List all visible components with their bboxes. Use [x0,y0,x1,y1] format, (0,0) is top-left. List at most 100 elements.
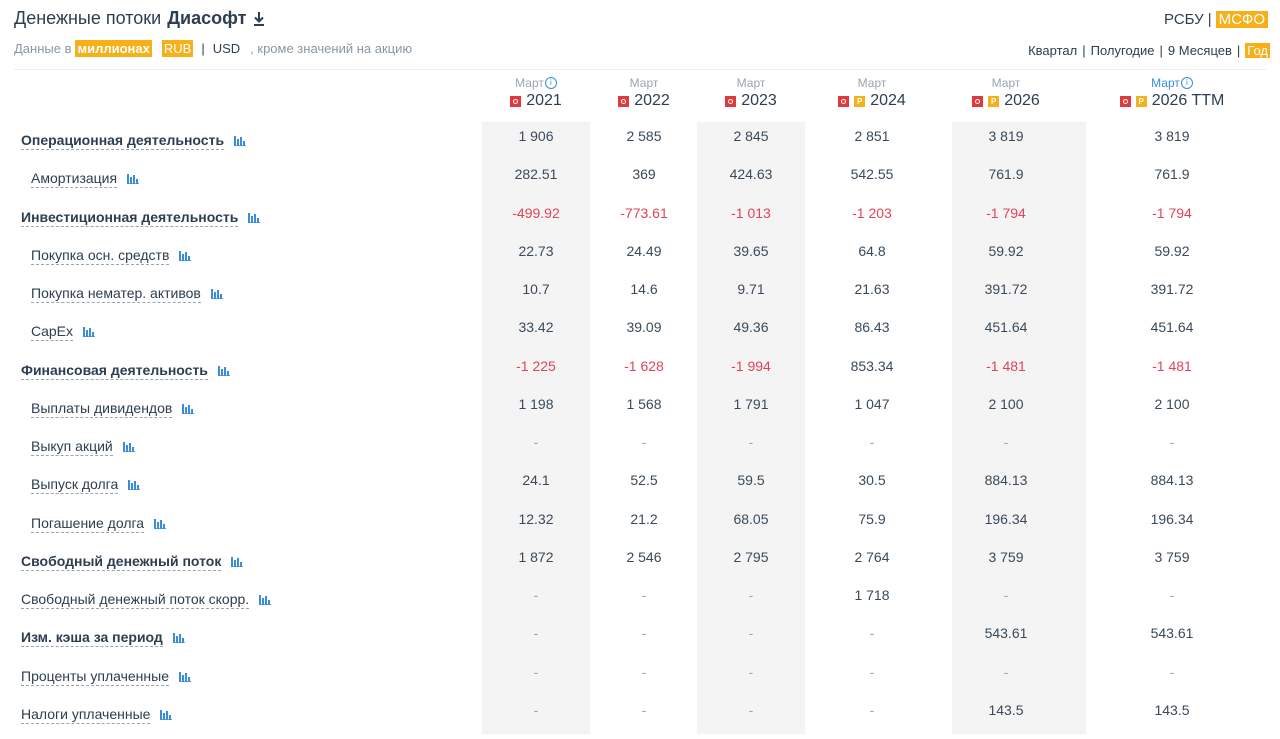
period-separator: | [1082,43,1086,58]
pdf-report-icon[interactable] [1119,95,1131,107]
presentation-icon[interactable]: P [988,95,1000,107]
column-year-label[interactable]: 2024 [870,92,906,109]
period-quarter-button[interactable]: Квартал [1028,43,1078,58]
table-cell: - [869,625,875,642]
units-line: Данные в миллионах RUB | USD , кроме зна… [14,40,412,57]
bar-chart-icon[interactable] [234,136,247,146]
pdf-report-icon[interactable] [618,95,630,107]
bar-chart-icon[interactable] [83,327,96,338]
bar-chart-icon[interactable] [182,403,195,414]
column-year: P 2024 [805,92,939,110]
currency-usd-button[interactable]: USD [212,41,241,56]
table-row: Операционная деятельность 1 906 2 585 2 845… [0,122,1280,160]
column-month: Март [590,76,698,90]
column-header: Март i P 2026 TTM [1075,76,1269,110]
period-9months-button[interactable]: 9 Месяцев [1167,43,1232,58]
bar-chart-icon[interactable] [160,709,173,720]
row-label-text[interactable]: Налоги уплаченные [21,705,151,724]
column-year-label[interactable]: 2026 [1004,92,1040,109]
table-cell: - [748,625,754,642]
column-year-label[interactable]: 2026 TTM [1151,92,1225,109]
row-label-text[interactable]: Свободный денежный поток [21,552,222,571]
column-year: 2023 [697,92,805,110]
row-label-text[interactable]: Операционная деятельность [21,132,225,150]
row-label: Свободный денежный поток скорр. [21,581,272,619]
row-label-text[interactable]: Финансовая деятельность [21,361,208,380]
bar-chart-icon[interactable] [127,174,140,185]
table-cell: - [869,663,875,680]
column-header: Март P 2024 [805,76,939,110]
table-cell: 24.1 [522,472,550,489]
bar-chart-icon[interactable] [248,212,261,223]
table-cell: 21.2 [630,510,658,527]
column-year-label[interactable]: 2023 [741,92,777,109]
bar-chart-icon[interactable] [172,633,185,644]
column-year-label[interactable]: 2022 [634,92,670,109]
row-label-text[interactable]: Погашение долга [31,514,145,533]
row-label-text[interactable]: Амортизация [31,170,118,189]
standard-ifrs-button[interactable]: МСФО [1215,11,1268,28]
table-row: Покупка осн. средств 22.73 24.49 39.65 64.8 5… [0,237,1280,275]
bar-chart-icon[interactable] [259,595,272,605]
table-cell: 2 585 [626,128,662,144]
table-cell: - [1169,587,1175,603]
bar-chart-icon[interactable] [122,442,135,452]
bar-chart-icon[interactable] [210,289,223,299]
period-year-button[interactable]: Год [1245,43,1270,58]
table-cell: 1 791 [733,395,769,412]
bar-chart-icon[interactable] [128,480,141,491]
bar-chart-icon[interactable] [154,518,167,529]
bar-chart-icon[interactable] [179,250,192,261]
table-row: Финансовая деятельность -1 225 -1 628 -1 99… [0,352,1280,390]
table-cell: - [1003,663,1009,680]
pdf-report-icon[interactable] [510,95,522,107]
table-row: Выплаты дивидендов 1 198 1 568 1 791 1 047 2 … [0,390,1280,428]
table-row: Изм. кэша за период - - - - 543.61 543.61 [0,619,1280,657]
bar-chart-icon[interactable] [231,556,244,567]
row-label-text[interactable]: Выплаты дивидендов [31,399,173,418]
units-scale-selector[interactable]: миллионах [75,40,152,57]
presentation-icon[interactable]: P [1135,95,1147,107]
row-label-text[interactable]: Покупка осн. средств [31,246,170,265]
info-icon[interactable]: i [544,77,557,89]
pdf-report-icon[interactable] [972,95,984,107]
row-label-text[interactable]: CapEx [31,323,74,342]
table-cell: 59.5 [737,472,765,489]
table-cell: - [1169,434,1175,450]
table-cell: -1 794 [1152,204,1192,221]
row-label-text[interactable]: Проценты уплаченные [21,667,169,686]
table-cell: 391.72 [1150,281,1194,297]
table-cell: 391.72 [984,281,1028,297]
column-month-label: Март [629,76,659,90]
column-header: Март 2022 [590,76,698,110]
table-cell: 59.92 [1154,242,1190,259]
standard-separator: | [1207,11,1212,28]
table-cell: -1 225 [516,357,556,374]
table-cell: 75.9 [858,510,886,527]
bar-chart-icon[interactable] [179,671,191,682]
row-label-text[interactable]: Выкуп акций [31,438,113,456]
period-separator: | [1236,43,1241,58]
pdf-report-icon[interactable] [725,95,737,107]
table-cell: - [533,625,539,642]
period-halfyear-button[interactable]: Полугодие [1090,43,1155,58]
row-label-text[interactable]: Изм. кэша за период [21,629,163,648]
row-label: Свободный денежный поток [21,543,244,581]
column-year-label[interactable]: 2021 [526,92,562,109]
bar-chart-icon[interactable] [217,365,230,376]
table-cell: 451.64 [1150,319,1194,336]
info-icon[interactable]: i [1180,77,1193,89]
presentation-icon[interactable]: P [854,95,866,107]
row-label-text[interactable]: Покупка нематер. активов [31,285,201,303]
units-prefix: Данные в [14,41,72,56]
row-label-text[interactable]: Свободный денежный поток скорр. [21,591,250,609]
row-label-text[interactable]: Инвестиционная деятельность [21,208,239,227]
download-icon[interactable] [252,11,266,27]
column-month-label: Март [1151,76,1180,90]
table-cell: 424.63 [729,166,773,183]
row-label-text[interactable]: Выпуск долга [31,476,119,495]
table-cell: -1 994 [731,357,771,374]
currency-rub-button[interactable]: RUB [161,40,194,57]
pdf-report-icon[interactable] [838,95,850,107]
standard-rsbu-button[interactable]: РСБУ [1163,11,1204,28]
